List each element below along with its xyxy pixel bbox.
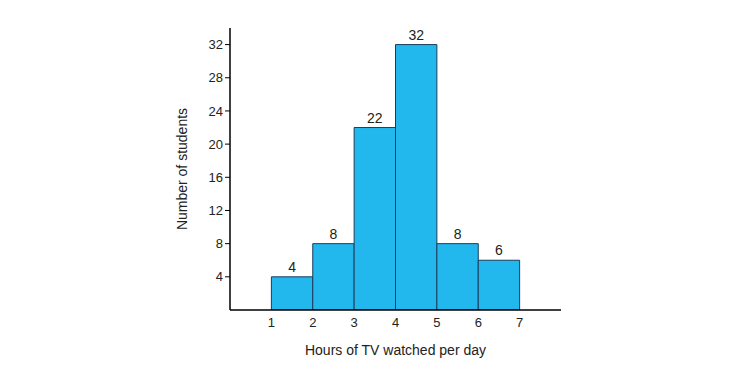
svg-text:4: 4 <box>392 315 399 330</box>
svg-text:3: 3 <box>351 315 358 330</box>
svg-text:5: 5 <box>433 315 440 330</box>
svg-text:1: 1 <box>268 315 275 330</box>
svg-text:8: 8 <box>216 236 223 251</box>
svg-text:Hours of TV watched per day: Hours of TV watched per day <box>305 342 486 358</box>
svg-text:32: 32 <box>408 27 424 43</box>
svg-text:16: 16 <box>209 170 223 185</box>
svg-text:12: 12 <box>209 203 223 218</box>
svg-text:20: 20 <box>209 137 223 152</box>
svg-text:28: 28 <box>209 70 223 85</box>
svg-text:4: 4 <box>216 269 223 284</box>
svg-text:2: 2 <box>309 315 316 330</box>
svg-text:8: 8 <box>454 226 462 242</box>
svg-text:8: 8 <box>330 226 338 242</box>
svg-text:4: 4 <box>288 259 296 275</box>
svg-text:6: 6 <box>495 242 503 258</box>
svg-text:6: 6 <box>475 315 482 330</box>
svg-text:7: 7 <box>516 315 523 330</box>
svg-text:Number of students: Number of students <box>174 108 190 230</box>
svg-text:24: 24 <box>209 104 223 119</box>
svg-text:32: 32 <box>209 37 223 52</box>
svg-text:22: 22 <box>367 110 383 126</box>
